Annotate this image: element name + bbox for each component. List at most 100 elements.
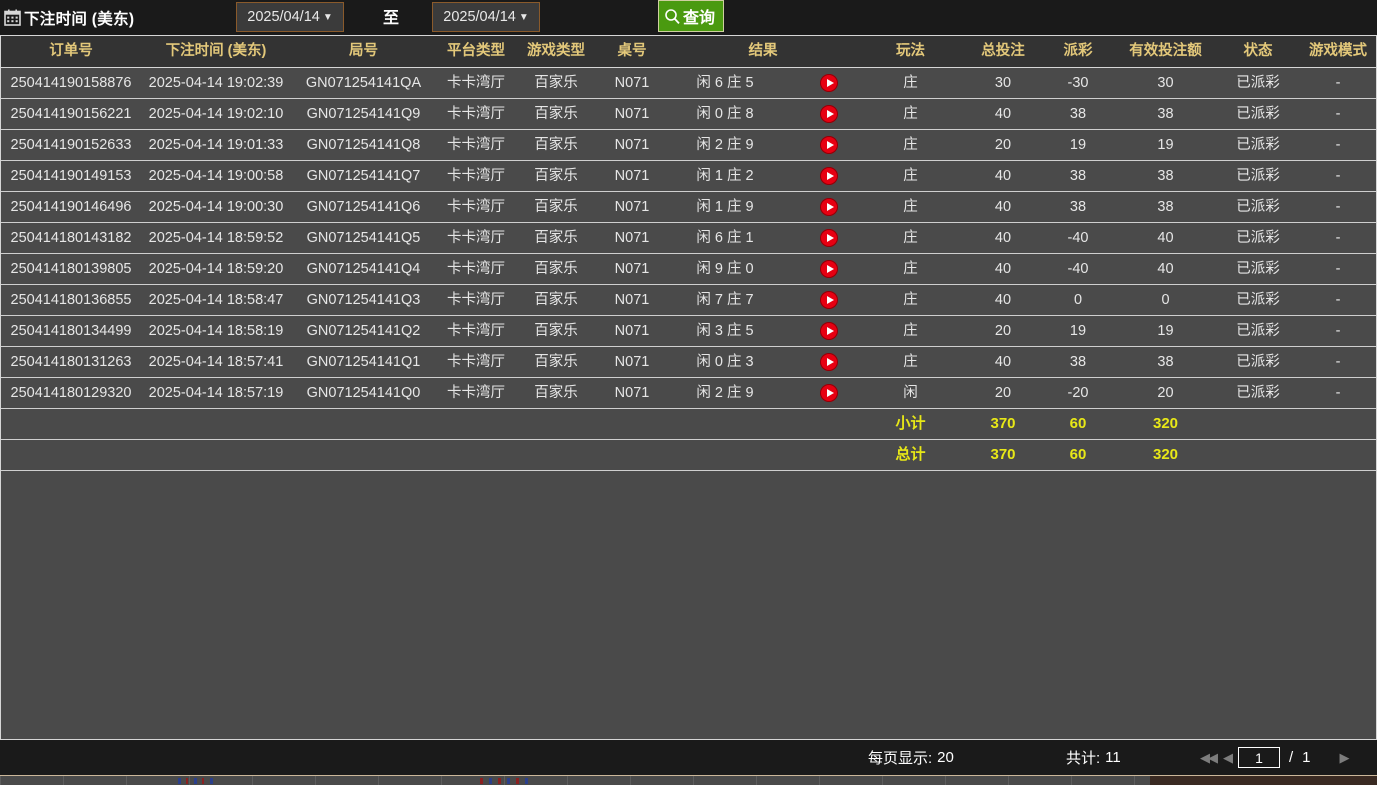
cell-order: 250414180136855 (1, 284, 141, 316)
cell-total-bet: 20 (963, 129, 1043, 161)
cell-order: 250414180131263 (1, 346, 141, 378)
cell-bet-time: 2025-04-14 19:01:33 (141, 129, 291, 161)
cell-order: 250414180139805 (1, 253, 141, 285)
calendar-icon (4, 9, 21, 26)
play-icon[interactable] (820, 260, 838, 278)
date-to-picker[interactable]: 2025/04/14 ▼ (432, 2, 540, 32)
summary-label: 总计 (858, 439, 963, 471)
cell-order: 250414190156221 (1, 98, 141, 130)
result-text: 闲 0 庄 8 (696, 106, 754, 122)
cell-platform: 卡卡湾厅 (436, 377, 516, 409)
background-roadmap-strip (0, 775, 1377, 785)
date-from-picker[interactable]: 2025/04/14 ▼ (236, 2, 344, 32)
cell-platform: 卡卡湾厅 (436, 191, 516, 223)
next-page-icon[interactable]: ▶ (1339, 749, 1350, 765)
table-row[interactable]: 250414180129320 2025-04-14 18:57:19 GN0712… (1, 377, 1376, 409)
cell-table-no: N071 (596, 315, 668, 347)
cell-round: GN071254141Q0 (291, 377, 436, 409)
cell-table-no: N071 (596, 129, 668, 161)
table-row[interactable]: 250414190156221 2025-04-14 19:02:10 GN0712… (1, 98, 1376, 130)
result-text: 闲 2 庄 9 (696, 385, 754, 401)
summary-valid-bet: 320 (1113, 408, 1218, 440)
result-text: 闲 6 庄 1 (696, 230, 754, 246)
play-icon[interactable] (820, 322, 838, 340)
cell-game-type: 百家乐 (516, 346, 596, 378)
table-row[interactable]: 250414180136855 2025-04-14 18:58:47 GN0712… (1, 284, 1376, 316)
cell-valid-bet: 38 (1113, 98, 1218, 130)
col-header-platform[interactable]: 平台类型 (436, 36, 516, 68)
play-icon[interactable] (820, 384, 838, 402)
cell-table-no: N071 (596, 98, 668, 130)
cell-bet-time: 2025-04-14 19:02:39 (141, 67, 291, 99)
cell-bet-time: 2025-04-14 18:57:41 (141, 346, 291, 378)
col-header-bet-time[interactable]: 下注时间 (美东) (141, 36, 291, 68)
table-row[interactable]: 250414190146496 2025-04-14 19:00:30 GN0712… (1, 191, 1376, 223)
play-icon[interactable] (820, 136, 838, 154)
page-number-input[interactable] (1238, 747, 1280, 768)
table-row[interactable]: 250414180143182 2025-04-14 18:59:52 GN0712… (1, 222, 1376, 254)
query-button[interactable]: 查询 (658, 0, 725, 32)
table-row[interactable]: 250414190149153 2025-04-14 19:00:58 GN0712… (1, 160, 1376, 192)
summary-spacer (1218, 408, 1298, 440)
cell-result: 闲 1 庄 2 (668, 160, 858, 192)
col-header-valid-bet[interactable]: 有效投注额 (1113, 36, 1218, 68)
col-header-order[interactable]: 订单号 (1, 36, 141, 68)
cell-platform: 卡卡湾厅 (436, 315, 516, 347)
search-icon (665, 8, 680, 24)
col-header-game-mode[interactable]: 游戏模式 (1298, 36, 1376, 68)
result-text: 闲 9 庄 0 (696, 261, 754, 277)
date-from-value: 2025/04/14 (247, 9, 320, 25)
play-icon[interactable] (820, 167, 838, 185)
per-page-label: 每页显示: (868, 750, 933, 767)
cell-valid-bet: 40 (1113, 222, 1218, 254)
cell-bet-time: 2025-04-14 18:58:19 (141, 315, 291, 347)
col-header-game-type[interactable]: 游戏类型 (516, 36, 596, 68)
play-icon[interactable] (820, 105, 838, 123)
cell-valid-bet: 38 (1113, 346, 1218, 378)
col-header-result[interactable]: 结果 (668, 36, 858, 68)
col-header-round[interactable]: 局号 (291, 36, 436, 68)
cell-game-type: 百家乐 (516, 315, 596, 347)
play-icon[interactable] (820, 353, 838, 371)
cell-table-no: N071 (596, 253, 668, 285)
play-icon[interactable] (820, 74, 838, 92)
cell-game-type: 百家乐 (516, 284, 596, 316)
prev-page-icon[interactable]: ◀ (1223, 749, 1233, 765)
cell-game-type: 百家乐 (516, 98, 596, 130)
date-range-to-label: 至 (383, 10, 400, 27)
page-separator: / (1289, 749, 1294, 766)
table-row[interactable]: 250414180139805 2025-04-14 18:59:20 GN0712… (1, 253, 1376, 285)
cell-order: 250414190152633 (1, 129, 141, 161)
cell-platform: 卡卡湾厅 (436, 253, 516, 285)
first-page-icon[interactable]: ◀◀ (1200, 749, 1218, 765)
table-row[interactable]: 250414190152633 2025-04-14 19:01:33 GN0712… (1, 129, 1376, 161)
col-header-bet-type[interactable]: 玩法 (858, 36, 963, 68)
table-row[interactable]: 250414180131263 2025-04-14 18:57:41 GN0712… (1, 346, 1376, 378)
summary-spacer (436, 408, 516, 440)
cell-game-type: 百家乐 (516, 222, 596, 254)
summary-spacer (1, 408, 141, 440)
cell-status: 已派彩 (1218, 160, 1298, 192)
cell-valid-bet: 20 (1113, 377, 1218, 409)
table-empty-area (2, 470, 1375, 739)
play-icon[interactable] (820, 229, 838, 247)
col-header-table-no[interactable]: 桌号 (596, 36, 668, 68)
cell-game-type: 百家乐 (516, 377, 596, 409)
col-header-status[interactable]: 状态 (1218, 36, 1298, 68)
cell-total-bet: 40 (963, 346, 1043, 378)
cell-bet-type: 庄 (858, 67, 963, 99)
cell-round: GN071254141Q9 (291, 98, 436, 130)
table-row[interactable]: 250414180134499 2025-04-14 18:58:19 GN0712… (1, 315, 1376, 347)
cell-bet-type: 庄 (858, 346, 963, 378)
cell-bet-type: 庄 (858, 98, 963, 130)
per-page-value[interactable]: 20 (937, 749, 954, 766)
col-header-payout[interactable]: 派彩 (1043, 36, 1113, 68)
cell-game-type: 百家乐 (516, 129, 596, 161)
play-icon[interactable] (820, 198, 838, 216)
table-row[interactable]: 250414190158876 2025-04-14 19:02:39 GN0712… (1, 67, 1376, 99)
cell-game-type: 百家乐 (516, 253, 596, 285)
cell-result: 闲 1 庄 9 (668, 191, 858, 223)
play-icon[interactable] (820, 291, 838, 309)
cell-valid-bet: 38 (1113, 191, 1218, 223)
col-header-total-bet[interactable]: 总投注 (963, 36, 1043, 68)
